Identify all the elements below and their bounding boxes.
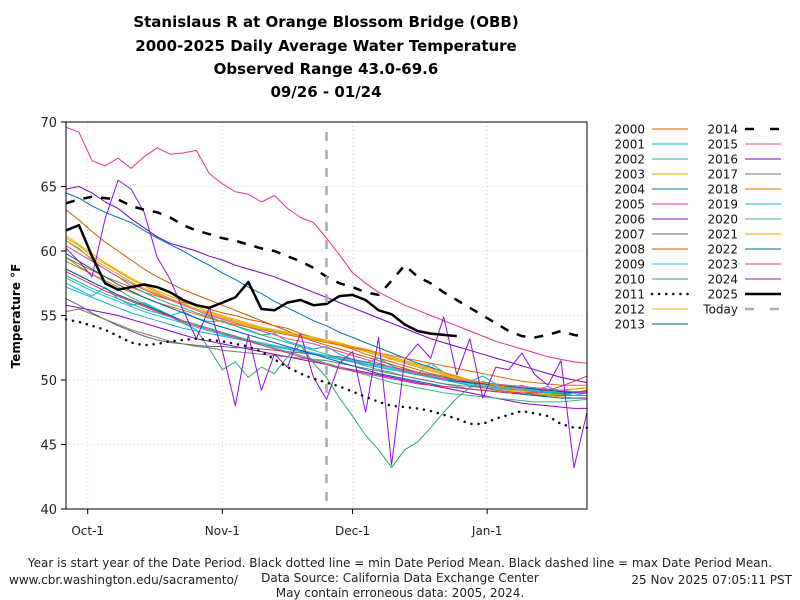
chart-title-line-3: Observed Range 43.0-69.6 [213,60,439,78]
series-line-2023 [65,271,588,394]
y-tick-label: 70 [40,116,57,131]
footer-source: Data Source: California Data Exchange Ce… [261,571,539,585]
series-line-2011 [64,318,589,429]
legend-label: 2004 [614,183,645,197]
legend-entry-2010: 2010 [614,273,688,287]
legend-entry-2018: 2018 [707,183,781,197]
legend-entry-2001: 2001 [614,138,688,152]
legend-label: 2024 [707,273,738,287]
legend-label: 2000 [614,123,645,137]
legend-label: 2018 [707,183,738,197]
legend-entry-2014: 2014 [707,123,781,137]
legend-label: 2013 [614,318,645,332]
series-line-2020 [65,275,588,403]
series-line-2008 [65,209,588,395]
y-tick-label: 40 [40,503,57,518]
legend-entry-2004: 2004 [614,183,688,197]
legend-entry-2003: 2003 [614,168,688,182]
legend-label: 2014 [707,123,738,137]
legend-entry-today: Today [702,303,781,317]
legend-label: Today [702,303,738,317]
chart-title-line-2: 2000-2025 Daily Average Water Temperatur… [135,37,517,55]
legend-entry-2007: 2007 [614,228,688,242]
series-line-2021 [65,240,587,399]
footer-warning: May contain erroneous data: 2005, 2024. [275,586,525,600]
legend-label: 2022 [707,243,738,257]
legend-label: 2011 [614,288,645,302]
legend-entry-2005: 2005 [614,198,688,212]
series-line-2024 [65,179,588,469]
legend-label: 2023 [707,258,738,272]
legend-label: 2020 [707,213,738,227]
legend-entry-2025: 2025 [707,288,781,302]
x-tick-label: Dec-1 [335,524,370,538]
footer-note: Year is start year of the Date Period. B… [27,556,773,570]
legend-label: 2007 [614,228,645,242]
legend-entry-2009: 2009 [614,258,688,272]
series-line-2025 [65,223,457,338]
y-tick-label: 45 [40,439,57,454]
footer-timestamp: 25 Nov 2025 07:05:11 PST [631,573,792,587]
legend: 2000200120022003200420052006200720082009… [614,123,781,332]
y-tick-label: 55 [40,310,57,325]
temperature-chart: 40 45 50 55 60 65 70 Oct-1 Nov-1 Dec-1 Jan-1 Temp… [9,116,781,538]
legend-entry-2024: 2024 [707,273,781,287]
y-axis-label: Temperature °F [9,264,23,369]
x-tick-label: Nov-1 [205,524,240,538]
legend-entry-2000: 2000 [614,123,688,137]
x-tick-label: Oct-1 [71,524,104,538]
legend-label: 2021 [707,228,738,242]
y-tick-label: 65 [40,181,57,196]
series-line-2005 [65,126,588,364]
legend-entry-2016: 2016 [707,153,781,167]
legend-entry-2011: 2011 [614,288,690,302]
chart-title-line-4: 09/26 - 01/24 [270,83,382,101]
legend-entry-2015: 2015 [707,138,781,152]
y-axis: 40 45 50 55 60 65 70 [40,116,66,518]
legend-label: 2012 [614,303,645,317]
legend-label: 2002 [614,153,645,167]
footer-url[interactable]: www.cbr.washington.edu/sacramento/ [9,573,238,587]
legend-entry-2022: 2022 [707,243,781,257]
chart-title-line-1: Stanislaus R at Orange Blossom Bridge (O… [133,13,519,31]
x-tick-label: Jan-1 [471,524,502,538]
legend-label: 2025 [707,288,738,302]
legend-entry-2021: 2021 [707,228,781,242]
legend-entry-2017: 2017 [707,168,781,182]
legend-label: 2006 [614,213,645,227]
legend-label: 2001 [614,138,645,152]
y-tick-label: 50 [40,374,57,389]
x-axis: Oct-1 Nov-1 Dec-1 Jan-1 [71,509,502,538]
legend-label: 2017 [707,168,738,182]
legend-entry-2012: 2012 [614,303,688,317]
legend-label: 2015 [707,138,738,152]
legend-entry-2008: 2008 [614,243,688,257]
legend-entry-2006: 2006 [614,213,688,227]
legend-label: 2008 [614,243,645,257]
legend-label: 2009 [614,258,645,272]
legend-entry-2002: 2002 [614,153,688,167]
legend-label: 2005 [614,198,645,212]
legend-label: 2003 [614,168,645,182]
legend-entry-2013: 2013 [614,318,688,332]
legend-label: 2019 [707,198,738,212]
legend-label: 2016 [707,153,738,167]
series-line-2015 [65,245,588,394]
legend-entry-2023: 2023 [707,258,781,272]
legend-label: 2010 [614,273,645,287]
legend-entry-2019: 2019 [707,198,781,212]
y-tick-label: 60 [40,245,57,260]
legend-entry-2020: 2020 [707,213,781,227]
